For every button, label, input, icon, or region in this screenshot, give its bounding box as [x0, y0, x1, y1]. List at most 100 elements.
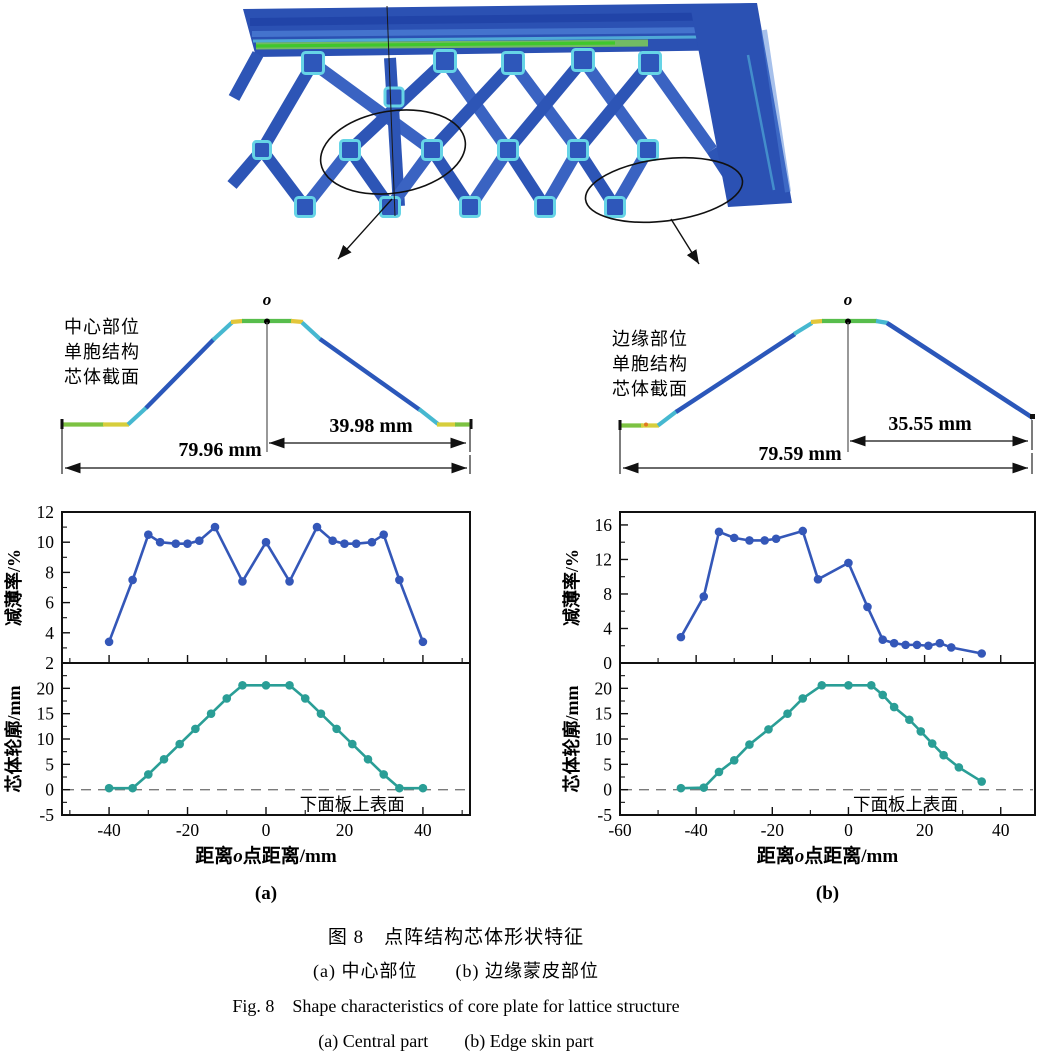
data-point: [128, 575, 137, 585]
y-tick-label: 0: [603, 653, 612, 673]
data-point: [927, 739, 937, 748]
y-tick-label: 20: [37, 678, 55, 698]
strip-shade: [249, 12, 751, 26]
surface-note: 下面板上表面: [853, 795, 958, 815]
profile-end-tick: [1030, 414, 1035, 419]
data-point: [418, 637, 428, 647]
section-a-label: 中心部位 单胞结构 芯体截面: [64, 315, 140, 390]
hotspot: [644, 422, 648, 427]
data-point: [771, 534, 781, 544]
data-point: [889, 638, 899, 648]
dim-b-half: 35.55 mm: [888, 413, 972, 435]
data-point: [351, 539, 361, 549]
data-point: [935, 638, 945, 648]
data-point: [760, 536, 769, 545]
data-point: [954, 763, 964, 772]
data-line: [680, 683, 983, 790]
o-point-marker: [264, 318, 270, 325]
data-point: [866, 680, 876, 690]
y-tick-label: 2: [45, 653, 54, 673]
data-point: [714, 527, 724, 537]
data-point: [328, 536, 337, 545]
section-b-label-line3: 芯体截面: [612, 379, 688, 399]
slab-light: [761, 29, 791, 193]
data-point: [905, 715, 914, 725]
data-point: [206, 709, 216, 718]
lattice-3d-view: [227, 3, 792, 265]
dim-a-full: 79.96 mm: [178, 439, 262, 461]
data-point: [912, 640, 922, 650]
data-point: [714, 767, 724, 777]
data-point: [159, 754, 169, 764]
caption-en-sub: (a) Central part (b) Edge skin part: [318, 1031, 594, 1051]
data-point: [367, 537, 377, 547]
chart-a_bottom: 下面板上表面 -5 0 5 10 15 20 -40 -20 0 20 40 芯体轮廓/mm 距离o点距离…: [3, 662, 471, 904]
data-point: [238, 680, 247, 690]
data-point: [901, 640, 910, 650]
data-point: [813, 575, 823, 584]
chart-a_top: 2 4 6 8 10 12 减薄率/%: [3, 502, 471, 673]
y-axis-label: 减薄率/%: [3, 549, 24, 626]
data-line: [109, 683, 423, 790]
y-tick-label: 4: [603, 618, 612, 638]
y-tick-label: 5: [603, 754, 612, 774]
data-point: [379, 770, 388, 779]
data-point: [764, 725, 773, 734]
dim-b-full: 79.59 mm: [758, 443, 842, 465]
o-point-label-b: o: [843, 290, 853, 309]
data-point: [798, 694, 808, 703]
data-point: [844, 558, 853, 568]
data-point: [210, 522, 220, 532]
y-tick-label: 20: [595, 678, 613, 698]
data-point: [195, 536, 204, 545]
x-axis-label: 距离o点距离/mm: [757, 844, 899, 867]
section-b-label: 边缘部位 单胞结构 芯体截面: [612, 327, 688, 402]
green-stripe: [255, 41, 616, 48]
y-tick-label: 10: [595, 729, 613, 749]
data-point: [817, 680, 827, 690]
chart-b_top: 0 4 8 12 16 减薄率/%: [561, 511, 1036, 673]
data-point: [676, 632, 686, 642]
y-tick-label: 15: [37, 704, 55, 724]
data-point: [285, 680, 294, 690]
panel-label: (a): [255, 883, 277, 904]
data-point: [155, 537, 165, 547]
x-tick-label: 40: [414, 820, 432, 840]
lattice-nodes: [252, 48, 662, 218]
profile-end-tick: [60, 419, 64, 429]
data-point: [878, 635, 888, 645]
data-point: [363, 754, 373, 764]
data-point: [340, 539, 349, 549]
y-tick-label: 10: [37, 532, 55, 552]
x-tick-label: -40: [97, 820, 121, 840]
section-b-label-line1: 边缘部位: [612, 329, 688, 349]
data-point: [285, 577, 294, 586]
data-point: [745, 536, 754, 545]
profile-end-tick: [618, 420, 622, 430]
plot-box: [61, 662, 471, 816]
data-point: [939, 750, 948, 760]
y-tick-label: -5: [597, 805, 612, 825]
section-profile-b: [618, 318, 1035, 474]
data-point: [348, 739, 357, 749]
data-point: [104, 637, 114, 647]
plot-box: [61, 511, 471, 664]
data-point: [144, 530, 153, 539]
data-point: [332, 724, 341, 734]
y-tick-label: 4: [45, 623, 54, 643]
x-tick-label: -60: [608, 820, 632, 840]
o-point-marker: [845, 318, 851, 325]
caption-cn-title: 图 8 点阵结构芯体形状特征: [327, 927, 585, 948]
data-point: [676, 783, 686, 793]
data-point: [729, 533, 739, 543]
y-tick-label: 8: [603, 584, 612, 604]
data-point: [312, 522, 322, 532]
data-point: [222, 694, 232, 703]
section-b-label-line2: 单胞结构: [612, 354, 688, 374]
y-tick-label: 16: [595, 515, 613, 535]
y-tick-label: 0: [603, 780, 612, 800]
data-point: [977, 777, 986, 786]
